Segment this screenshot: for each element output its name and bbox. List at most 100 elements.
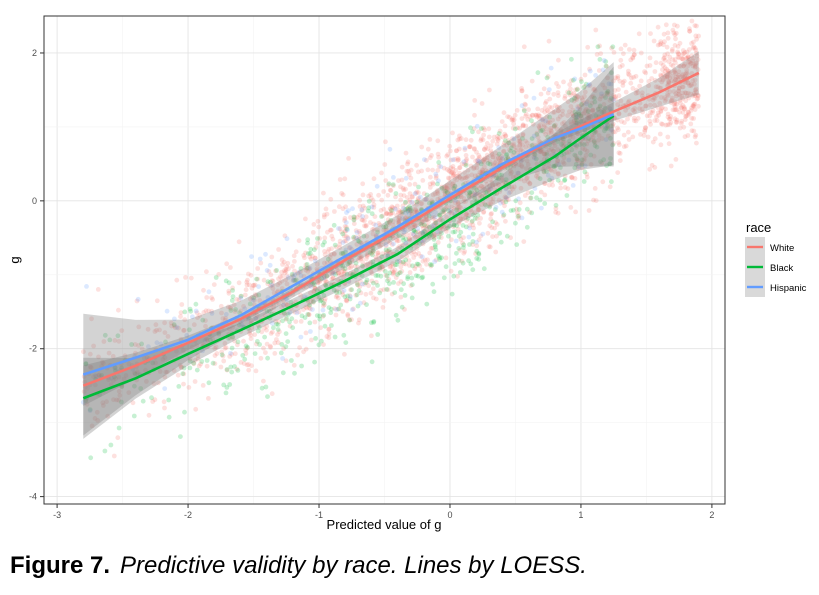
data-point <box>630 55 636 61</box>
data-point <box>328 227 333 233</box>
data-point <box>188 275 194 281</box>
data-point <box>314 313 320 318</box>
data-point <box>365 252 371 257</box>
data-point <box>307 265 313 271</box>
data-point <box>569 78 574 84</box>
data-point <box>669 48 675 54</box>
data-point <box>535 175 541 181</box>
data-point <box>395 210 401 215</box>
data-point <box>510 117 516 123</box>
data-point <box>279 269 284 275</box>
data-point <box>445 225 450 231</box>
data-point <box>477 192 482 198</box>
data-point <box>470 242 476 248</box>
data-point <box>424 261 429 267</box>
data-point <box>604 63 609 69</box>
data-point <box>353 292 359 298</box>
data-point <box>500 199 505 204</box>
data-point <box>540 118 546 124</box>
data-point <box>283 302 289 308</box>
data-point <box>681 63 686 69</box>
data-point <box>631 52 637 57</box>
data-point <box>81 374 87 379</box>
data-point <box>232 309 238 314</box>
data-point <box>560 121 565 127</box>
data-point <box>548 168 554 173</box>
data-point <box>399 254 405 260</box>
data-point <box>344 271 350 277</box>
data-point <box>393 312 399 318</box>
data-point <box>508 189 513 195</box>
data-point <box>689 128 695 134</box>
data-point <box>504 143 510 148</box>
data-point <box>424 301 430 307</box>
data-point <box>598 51 604 56</box>
data-point <box>115 435 121 441</box>
data-point <box>445 186 450 192</box>
data-point <box>206 289 212 295</box>
data-point <box>490 174 495 180</box>
data-point <box>483 145 489 150</box>
data-point <box>477 154 482 160</box>
data-point <box>371 248 376 254</box>
data-point <box>301 253 307 258</box>
data-point <box>189 344 195 350</box>
data-point <box>570 134 576 140</box>
data-point <box>591 139 597 145</box>
data-point <box>331 287 337 293</box>
data-point <box>486 244 492 250</box>
data-point <box>401 229 407 235</box>
data-point <box>678 100 683 106</box>
data-point <box>547 177 552 183</box>
data-point <box>222 345 228 351</box>
data-point <box>121 376 127 382</box>
data-point <box>385 278 390 284</box>
data-point <box>403 215 409 220</box>
data-point <box>407 226 413 232</box>
data-point <box>615 170 621 176</box>
data-point <box>368 290 374 296</box>
data-point <box>356 320 361 326</box>
data-point <box>145 326 151 332</box>
data-point <box>547 104 552 110</box>
data-point <box>279 342 285 347</box>
data-point <box>351 270 356 275</box>
data-point <box>675 77 681 82</box>
data-point <box>528 195 534 201</box>
data-point <box>671 89 677 94</box>
data-point <box>421 216 427 222</box>
data-point <box>473 158 478 164</box>
data-point <box>672 69 677 74</box>
data-point <box>315 218 321 224</box>
data-point <box>578 113 584 119</box>
data-point <box>657 77 663 83</box>
data-point <box>172 316 177 322</box>
data-point <box>441 188 447 194</box>
data-point <box>617 158 623 164</box>
data-point <box>633 90 639 96</box>
data-point <box>379 242 384 248</box>
data-point <box>184 333 190 338</box>
data-point <box>432 214 438 220</box>
data-point <box>616 93 622 99</box>
data-point <box>303 330 309 336</box>
data-point <box>360 181 366 187</box>
data-point <box>525 179 531 185</box>
data-point <box>611 50 617 55</box>
data-point <box>188 356 193 362</box>
data-point <box>596 133 602 138</box>
data-point <box>660 62 666 68</box>
data-point <box>474 216 480 222</box>
data-point <box>596 137 601 143</box>
data-point <box>338 302 344 308</box>
data-point <box>257 342 262 347</box>
data-point <box>322 235 328 241</box>
data-point <box>684 67 690 73</box>
data-point <box>358 279 363 284</box>
data-point <box>422 257 428 263</box>
data-point <box>195 356 201 362</box>
data-point <box>523 94 529 99</box>
data-point <box>469 192 475 198</box>
data-point <box>464 190 470 196</box>
data-point <box>162 355 168 360</box>
